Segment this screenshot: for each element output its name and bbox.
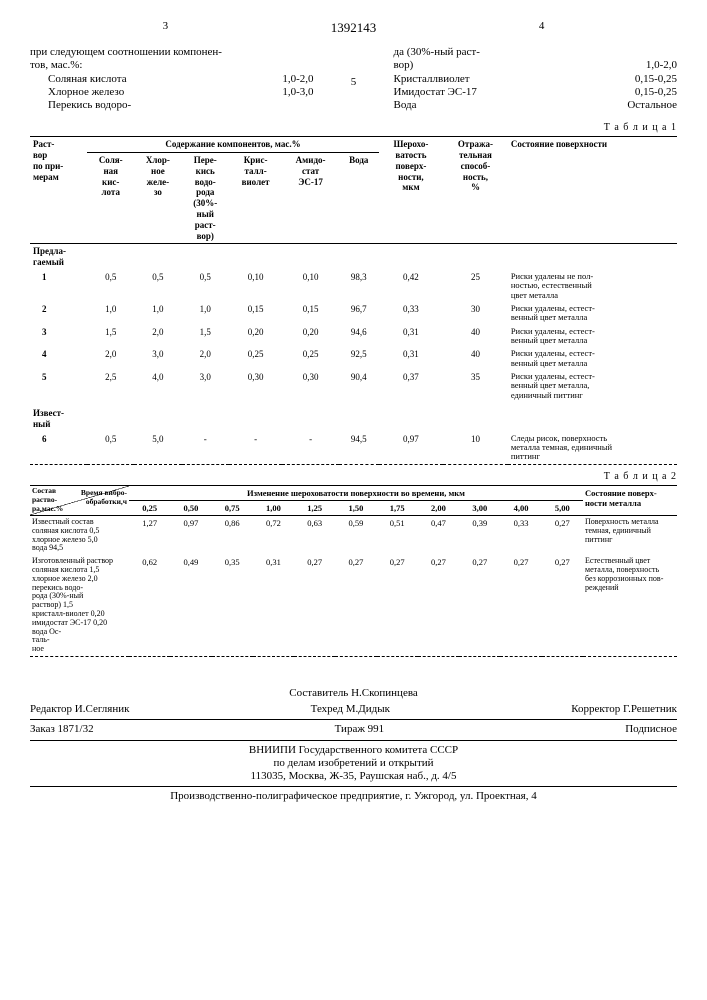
t1-h8: Отража- тельная способ- ность, % [443,137,508,244]
comp-name: Вода [394,99,417,112]
right-first: да (30%-ный раст- вор) [394,46,480,72]
table1: Раст- вор по при- мерам Содержание компо… [30,136,677,465]
comp-val: Остальное [627,99,677,112]
mid-num: 5 [351,76,357,88]
right-text-col: да (30%-ный раст- вор) 1,0-2,0 Кристаллви… [394,46,678,112]
compiler: Составитель Н.Скопинцева [30,687,677,700]
t1-h4: Крис- талл- виолет [229,152,282,243]
org2: по делам изобретений и открытий [30,757,677,770]
t1-h3: Пере- кись водо- рода (30%- ный раст- во… [182,152,229,243]
t1-section1: Предла- гаемый [30,244,677,270]
t2-col: 0,25 [129,500,170,515]
tirage: Тираж 991 [335,723,385,736]
left-intro: при следующем соотношении компонен- тов,… [30,46,314,72]
comp-name: Хлорное железо [48,86,124,99]
table-row: Изготовленный раствор соляная кислота 1,… [30,555,677,656]
table2: Время вибро- обработки,ч Состав раство- … [30,485,677,657]
t1-grp: Содержание компонентов, мас.% [87,137,379,153]
comp-val: 0,15-0,25 [635,73,677,86]
footer: Составитель Н.Скопинцева Редактор И.Сегл… [30,687,677,803]
comp-val: 1,0-3,0 [282,86,313,99]
t2-col: 2,00 [418,500,459,515]
comp-val: 1,0-2,0 [282,73,313,86]
t2-col: 5,00 [542,500,583,515]
t2-col: 0,75 [212,500,253,515]
table2-label: Т а б л и ц а 2 [30,471,677,483]
header-cols: 3 1392143 4 [30,20,677,36]
comp-name: Перекись водоро- [48,99,131,112]
table-row: Известный состав соляная кислота 0,5 хло… [30,516,677,556]
comp-name: Соляная кислота [48,73,127,86]
t2-col: 4,00 [500,500,541,515]
t2-col: 0,50 [170,500,211,515]
addr2: Производственно-полиграфическое предприя… [30,790,677,803]
t1-h0: Раст- вор по при- мерам [30,137,87,244]
t1-section2: Извест- ный [30,402,677,432]
table-row: 10,50,50,50,100,1098,30,4225Риски удален… [30,270,677,302]
t2-col: 1,50 [335,500,376,515]
table-row: 52,54,03,00,300,3090,40,3735Риски удален… [30,370,677,402]
sub: Подписное [625,723,677,736]
editor: Редактор И.Сегляник [30,703,129,716]
left-components: Соляная кислота 1,0-2,0 Хлорное железо 1,0… [48,73,314,113]
t2-col: 1,25 [294,500,335,515]
doc-number: 1392143 [331,20,377,35]
right-col-num: 4 [406,20,677,36]
text-cols: при следующем соотношении компонен- тов,… [30,46,677,112]
left-col: 3 [30,20,301,36]
t1-h2: Хлор- ное желе- зо [134,152,181,243]
col-num-right: 4 [539,20,545,32]
t1-h5: Амидо- стат ЭС-17 [282,152,339,243]
comp-val: 0,15-0,25 [635,86,677,99]
t2-time-hdr: Время вибро- обработки,ч [81,488,127,506]
t1-h9: Состояние поверхности [508,137,677,244]
org1: ВНИИПИ Государственного комитета СССР [30,744,677,757]
table1-label: Т а б л и ц а 1 [30,122,677,134]
t1-h6: Вода [339,152,379,243]
addr1: 113035, Москва, Ж-35, Раушская наб., д. … [30,770,677,783]
comp-name: Имидостат ЭС-17 [394,86,477,99]
comp-val: 1,0-2,0 [646,59,677,72]
t2-c0: Состав раство- ра,мас.% [32,486,63,513]
col-num-left: 3 [155,20,175,33]
t2-grp: Изменение шероховатости поверхности во в… [129,485,583,500]
t2-col: 1,00 [253,500,294,515]
left-text-col: при следующем соотношении компонен- тов,… [30,46,314,112]
t2-col: 3,00 [459,500,500,515]
table-row: 42,03,02,00,250,2592,50,3140Риски удален… [30,347,677,370]
corrector: Корректор Г.Решетник [571,703,677,716]
table-row: 21,01,01,00,150,1596,70,3330Риски удален… [30,302,677,325]
tech: Техред М.Дидык [311,703,390,716]
table-row: 6 0,5 5,0 - - - 94,5 0,97 10 Следы рисок… [30,432,677,464]
t2-last: Состояние поверх- ности металла [583,485,677,515]
t1-h7: Шерохо- ватость поверх- ности, мкм [379,137,443,244]
t1-h1: Соля- ная кис- лота [87,152,134,243]
comp-name: Кристаллвиолет [394,73,470,86]
order: Заказ 1871/32 [30,723,94,736]
table-row: 31,52,01,50,200,2094,60,3140Риски удален… [30,325,677,348]
t2-col: 1,75 [377,500,418,515]
